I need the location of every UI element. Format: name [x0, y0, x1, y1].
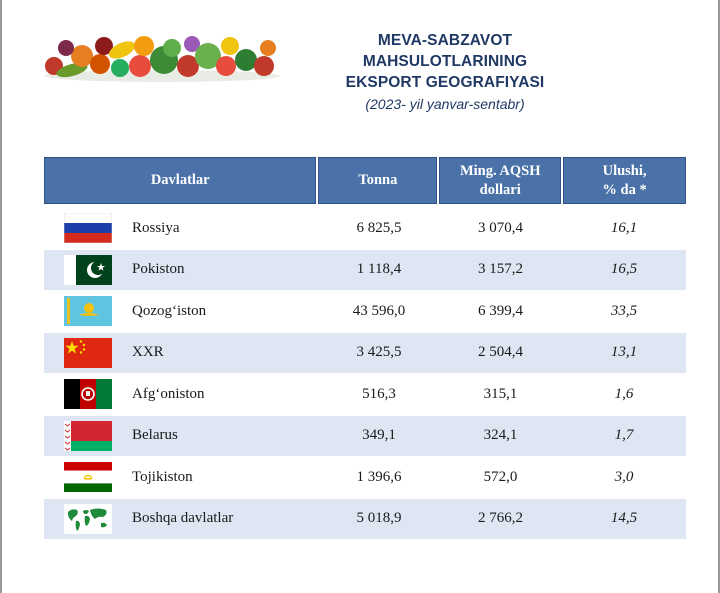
usd-cell: 2 766,2 — [478, 510, 523, 527]
country-cell: Qozog‘iston — [44, 291, 319, 332]
country-name: XXR — [132, 344, 164, 361]
table-row: Tojikiston 1 396,6 572,0 3,0 — [44, 456, 686, 498]
tonnes-cell: 5 018,9 — [356, 510, 402, 527]
tonnes-cell: 6 825,5 — [356, 219, 402, 236]
table-header-row: Davlatlar Tonna Ming. AQSH dollari Ulushi… — [44, 157, 686, 207]
usd-cell: 2 504,4 — [478, 344, 523, 361]
share-cell: 16,5 — [610, 261, 638, 278]
country-name: Belarus — [132, 427, 178, 444]
country-cell: Boshqa davlatlar — [44, 499, 319, 540]
country-cell: XXR — [44, 333, 319, 374]
country-name: Rossiya — [132, 219, 180, 236]
share-cell: 3,0 — [614, 468, 634, 485]
country-cell: Afg‘oniston — [44, 374, 319, 415]
usd-cell: 315,1 — [483, 385, 518, 402]
page-border-left — [0, 0, 2, 593]
usd-cell: 324,1 — [483, 427, 518, 444]
table-row: Belarus 349,1 324,1 1,7 — [44, 414, 686, 457]
tonnes-cell: 516,3 — [362, 385, 396, 402]
header-country: Davlatlar — [44, 157, 316, 204]
tonnes-cell: 349,1 — [362, 427, 396, 444]
table-row: Qozog‘iston 43 596,0 6 399,4 33,5 — [44, 290, 686, 332]
share-cell: 14,5 — [610, 510, 638, 527]
usd-cell: 3 070,4 — [478, 219, 523, 236]
afghanistan-flag-icon — [64, 379, 112, 410]
table-row: XXR 3 425,5 2 504,4 13,1 — [44, 331, 686, 374]
title-block: MEVA-SABZAVOT MAHSULOTLARINING EKSPORT G… — [300, 30, 590, 115]
usd-cell: 572,0 — [483, 468, 518, 485]
china-flag-icon — [64, 337, 112, 368]
country-name: Pokiston — [132, 261, 185, 278]
country-name: Boshqa davlatlar — [132, 510, 234, 527]
table-row: Pokiston 1 118,4 3 157,2 16,5 — [44, 248, 686, 291]
fruits-vegetables-banner-icon — [44, 36, 280, 82]
country-cell: Rossiya — [44, 208, 319, 249]
header-usd-line-2: dollari — [479, 181, 521, 198]
usd-cell: 6 399,4 — [478, 302, 523, 319]
tonnes-cell: 1 396,6 — [356, 468, 402, 485]
country-name: Tojikiston — [132, 468, 193, 485]
share-cell: 13,1 — [610, 344, 638, 361]
country-cell: Belarus — [44, 416, 319, 457]
country-name: Afg‘oniston — [132, 385, 205, 402]
world-map-icon — [64, 503, 112, 534]
share-cell: 16,1 — [610, 219, 638, 236]
header-share-line-1: Ulushi, — [602, 162, 647, 179]
tonnes-cell: 43 596,0 — [352, 302, 406, 319]
table-row: Afg‘oniston 516,3 315,1 1,6 — [44, 373, 686, 415]
table-row: Boshqa davlatlar 5 018,9 2 766,2 14,5 — [44, 497, 686, 540]
belarus-flag-icon — [64, 420, 112, 451]
tonnes-cell: 1 118,4 — [356, 261, 402, 278]
usd-cell: 3 157,2 — [478, 261, 523, 278]
table-row: Rossiya 6 825,5 3 070,4 16,1 — [44, 207, 686, 249]
page-title-line-2: EKSPORT GEOGRAFIYASI — [345, 74, 545, 91]
kazakhstan-flag-icon — [64, 296, 112, 327]
country-name: Qozog‘iston — [132, 302, 207, 319]
share-cell: 1,6 — [614, 385, 634, 402]
header-usd: Ming. AQSH dollari — [437, 157, 561, 204]
country-cell: Tojikiston — [44, 457, 319, 498]
page-border-right — [718, 0, 720, 593]
page-subtitle: (2023- yil yanvar-sentabr) — [365, 96, 525, 112]
header-usd-line-1: Ming. AQSH — [459, 162, 541, 179]
page-title-line-1: MEVA-SABZAVOT MAHSULOTLARINING — [362, 32, 528, 70]
share-cell: 1,7 — [614, 427, 634, 444]
share-cell: 33,5 — [610, 302, 638, 319]
tonnes-cell: 3 425,5 — [356, 344, 402, 361]
tajikistan-flag-icon — [64, 462, 112, 493]
header-share: Ulushi, % da * — [561, 157, 686, 204]
country-cell: Pokiston — [44, 250, 319, 291]
header-share-line-2: % da * — [602, 181, 647, 198]
header-tonnes: Tonna — [316, 157, 437, 204]
pakistan-flag-icon — [64, 254, 112, 285]
russia-flag-icon — [64, 213, 112, 244]
export-table: Davlatlar Tonna Ming. AQSH dollari Ulushi… — [44, 157, 686, 539]
